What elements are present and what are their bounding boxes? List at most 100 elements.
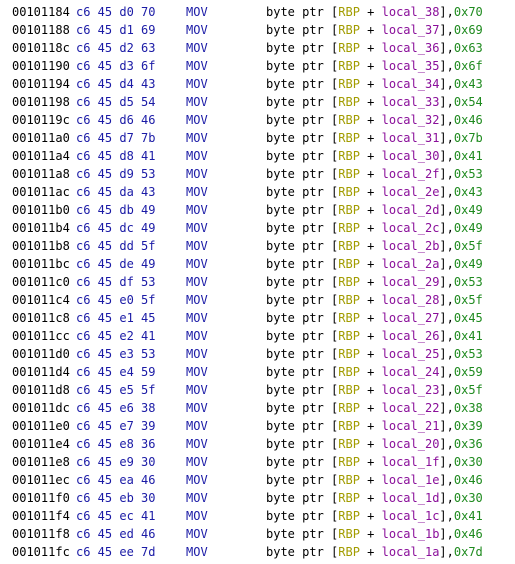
operand-register[interactable]: RBP bbox=[338, 473, 360, 487]
operand-local-label[interactable]: local_31 bbox=[381, 131, 440, 145]
instruction-row[interactable]: 001011dc c6 45 e6 38 MOV byte ptr [RBP + lo… bbox=[0, 399, 515, 417]
instruction-row[interactable]: 001011e8 c6 45 e9 30 MOV byte ptr [RBP + lo… bbox=[0, 453, 515, 471]
operand-register[interactable]: RBP bbox=[338, 131, 360, 145]
instruction-address[interactable]: 001011bc bbox=[12, 257, 70, 271]
operand-register[interactable]: RBP bbox=[338, 437, 360, 451]
operand-local-label[interactable]: local_32 bbox=[381, 113, 440, 127]
operand-local-label[interactable]: local_28 bbox=[381, 293, 440, 307]
operand-register[interactable]: RBP bbox=[338, 95, 360, 109]
operand-register[interactable]: RBP bbox=[338, 167, 360, 181]
operand-local-label[interactable]: local_2d bbox=[381, 203, 440, 217]
operand-local-label[interactable]: local_30 bbox=[381, 149, 440, 163]
operand-local-label[interactable]: local_24 bbox=[381, 365, 440, 379]
operand-register[interactable]: RBP bbox=[338, 419, 360, 433]
operand-register[interactable]: RBP bbox=[338, 221, 360, 235]
instruction-row[interactable]: 001011f0 c6 45 eb 30 MOV byte ptr [RBP + lo… bbox=[0, 489, 515, 507]
operand-register[interactable]: RBP bbox=[338, 365, 360, 379]
operand-local-label[interactable]: local_2a bbox=[381, 257, 440, 271]
instruction-address[interactable]: 001011fc bbox=[12, 545, 70, 559]
operand-register[interactable]: RBP bbox=[338, 149, 360, 163]
instruction-row[interactable]: 001011b0 c6 45 db 49 MOV byte ptr [RBP + lo… bbox=[0, 201, 515, 219]
instruction-address[interactable]: 001011e8 bbox=[12, 455, 70, 469]
instruction-row[interactable]: 001011e4 c6 45 e8 36 MOV byte ptr [RBP + lo… bbox=[0, 435, 515, 453]
operand-register[interactable]: RBP bbox=[338, 455, 360, 469]
instruction-address[interactable]: 001011d0 bbox=[12, 347, 70, 361]
operand-local-label[interactable]: local_2c bbox=[381, 221, 440, 235]
instruction-row[interactable]: 001011c4 c6 45 e0 5f MOV byte ptr [RBP + lo… bbox=[0, 291, 515, 309]
operand-register[interactable]: RBP bbox=[338, 293, 360, 307]
operand-register[interactable]: RBP bbox=[338, 203, 360, 217]
operand-register[interactable]: RBP bbox=[338, 329, 360, 343]
instruction-row[interactable]: 0010119c c6 45 d6 46 MOV byte ptr [RBP + lo… bbox=[0, 111, 515, 129]
instruction-address[interactable]: 001011ec bbox=[12, 473, 70, 487]
operand-register[interactable]: RBP bbox=[338, 401, 360, 415]
operand-register[interactable]: RBP bbox=[338, 113, 360, 127]
instruction-row[interactable]: 001011ec c6 45 ea 46 MOV byte ptr [RBP + lo… bbox=[0, 471, 515, 489]
instruction-row[interactable]: 0010118c c6 45 d2 63 MOV byte ptr [RBP + lo… bbox=[0, 39, 515, 57]
operand-local-label[interactable]: local_21 bbox=[381, 419, 440, 433]
instruction-row[interactable]: 001011bc c6 45 de 49 MOV byte ptr [RBP + lo… bbox=[0, 255, 515, 273]
instruction-address[interactable]: 001011f4 bbox=[12, 509, 70, 523]
instruction-row[interactable]: 00101190 c6 45 d3 6f MOV byte ptr [RBP + lo… bbox=[0, 57, 515, 75]
operand-local-label[interactable]: local_33 bbox=[381, 95, 440, 109]
operand-local-label[interactable]: local_20 bbox=[381, 437, 440, 451]
instruction-row[interactable]: 001011e0 c6 45 e7 39 MOV byte ptr [RBP + lo… bbox=[0, 417, 515, 435]
operand-register[interactable]: RBP bbox=[338, 311, 360, 325]
instruction-address[interactable]: 001011cc bbox=[12, 329, 70, 343]
instruction-address[interactable]: 001011a4 bbox=[12, 149, 70, 163]
instruction-address[interactable]: 00101194 bbox=[12, 77, 70, 91]
operand-local-label[interactable]: local_1e bbox=[381, 473, 440, 487]
instruction-row[interactable]: 001011f8 c6 45 ed 46 MOV byte ptr [RBP + lo… bbox=[0, 525, 515, 543]
operand-local-label[interactable]: local_2b bbox=[381, 239, 440, 253]
operand-register[interactable]: RBP bbox=[338, 383, 360, 397]
instruction-row[interactable]: 00101198 c6 45 d5 54 MOV byte ptr [RBP + lo… bbox=[0, 93, 515, 111]
instruction-address[interactable]: 001011c0 bbox=[12, 275, 70, 289]
operand-local-label[interactable]: local_35 bbox=[381, 59, 440, 73]
instruction-row[interactable]: 001011a0 c6 45 d7 7b MOV byte ptr [RBP + lo… bbox=[0, 129, 515, 147]
instruction-address[interactable]: 00101198 bbox=[12, 95, 70, 109]
instruction-row[interactable]: 001011b4 c6 45 dc 49 MOV byte ptr [RBP + lo… bbox=[0, 219, 515, 237]
operand-local-label[interactable]: local_1b bbox=[381, 527, 440, 541]
instruction-row[interactable]: 001011f4 c6 45 ec 41 MOV byte ptr [RBP + lo… bbox=[0, 507, 515, 525]
operand-register[interactable]: RBP bbox=[338, 257, 360, 271]
instruction-address[interactable]: 00101190 bbox=[12, 59, 70, 73]
operand-local-label[interactable]: local_27 bbox=[381, 311, 440, 325]
operand-register[interactable]: RBP bbox=[338, 5, 360, 19]
instruction-address[interactable]: 001011e4 bbox=[12, 437, 70, 451]
instruction-address[interactable]: 001011dc bbox=[12, 401, 70, 415]
operand-local-label[interactable]: local_1a bbox=[381, 545, 440, 559]
instruction-address[interactable]: 001011b4 bbox=[12, 221, 70, 235]
instruction-address[interactable]: 001011b0 bbox=[12, 203, 70, 217]
instruction-row[interactable]: 001011d4 c6 45 e4 59 MOV byte ptr [RBP + lo… bbox=[0, 363, 515, 381]
operand-register[interactable]: RBP bbox=[338, 239, 360, 253]
instruction-row[interactable]: 001011ac c6 45 da 43 MOV byte ptr [RBP + lo… bbox=[0, 183, 515, 201]
operand-local-label[interactable]: local_25 bbox=[381, 347, 440, 361]
instruction-address[interactable]: 001011c8 bbox=[12, 311, 70, 325]
instruction-address[interactable]: 00101188 bbox=[12, 23, 70, 37]
instruction-address[interactable]: 001011c4 bbox=[12, 293, 70, 307]
operand-register[interactable]: RBP bbox=[338, 77, 360, 91]
instruction-address[interactable]: 00101184 bbox=[12, 5, 70, 19]
instruction-address[interactable]: 0010119c bbox=[12, 113, 70, 127]
instruction-row[interactable]: 001011c8 c6 45 e1 45 MOV byte ptr [RBP + lo… bbox=[0, 309, 515, 327]
instruction-row[interactable]: 001011d8 c6 45 e5 5f MOV byte ptr [RBP + lo… bbox=[0, 381, 515, 399]
operand-register[interactable]: RBP bbox=[338, 185, 360, 199]
instruction-address[interactable]: 001011d4 bbox=[12, 365, 70, 379]
instruction-row[interactable]: 001011c0 c6 45 df 53 MOV byte ptr [RBP + lo… bbox=[0, 273, 515, 291]
operand-register[interactable]: RBP bbox=[338, 275, 360, 289]
operand-register[interactable]: RBP bbox=[338, 509, 360, 523]
instruction-row[interactable]: 001011b8 c6 45 dd 5f MOV byte ptr [RBP + lo… bbox=[0, 237, 515, 255]
instruction-address[interactable]: 001011b8 bbox=[12, 239, 70, 253]
instruction-row[interactable]: 001011a4 c6 45 d8 41 MOV byte ptr [RBP + lo… bbox=[0, 147, 515, 165]
operand-local-label[interactable]: local_1f bbox=[381, 455, 440, 469]
instruction-row[interactable]: 00101184 c6 45 d0 70 MOV byte ptr [RBP + lo… bbox=[0, 3, 515, 21]
instruction-address[interactable]: 001011f8 bbox=[12, 527, 70, 541]
operand-local-label[interactable]: local_23 bbox=[381, 383, 440, 397]
operand-local-label[interactable]: local_22 bbox=[381, 401, 440, 415]
instruction-row[interactable]: 00101194 c6 45 d4 43 MOV byte ptr [RBP + lo… bbox=[0, 75, 515, 93]
instruction-address[interactable]: 0010118c bbox=[12, 41, 70, 55]
operand-register[interactable]: RBP bbox=[338, 41, 360, 55]
operand-local-label[interactable]: local_37 bbox=[381, 23, 440, 37]
instruction-row[interactable]: 001011cc c6 45 e2 41 MOV byte ptr [RBP + lo… bbox=[0, 327, 515, 345]
instruction-address[interactable]: 001011a0 bbox=[12, 131, 70, 145]
